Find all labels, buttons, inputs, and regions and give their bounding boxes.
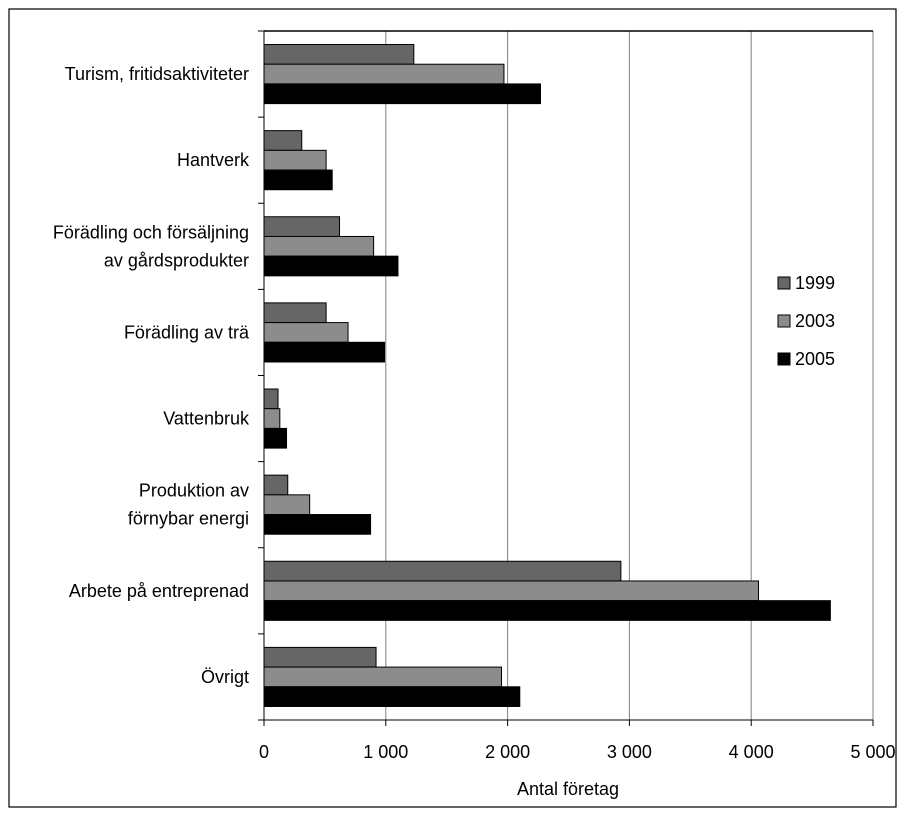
axes — [258, 30, 874, 726]
bar-1999 — [263, 388, 279, 410]
category-label: av gårdsprodukter — [104, 250, 249, 270]
bar-2005 — [263, 341, 386, 363]
bar-2003 — [263, 235, 375, 257]
category-label: Arbete på entreprenad — [69, 581, 249, 601]
bar-2003 — [263, 408, 281, 429]
category-label: Övrigt — [201, 667, 249, 687]
x-tick-labels: 0 1 000 2 000 3 000 4 000 5 000 — [259, 742, 896, 762]
bar-1999 — [263, 302, 327, 324]
legend-label-2005: 2005 — [795, 349, 835, 369]
bar-2003 — [263, 322, 349, 343]
category-label: Förädling och försäljning — [53, 222, 249, 242]
bar-2005 — [263, 600, 831, 621]
bar-2005 — [263, 686, 521, 707]
bar-2005 — [263, 169, 333, 191]
bar-1999 — [263, 44, 415, 65]
bar-2003 — [263, 63, 505, 85]
x-tick-label: 3 000 — [607, 742, 652, 762]
bar-1999 — [263, 560, 622, 582]
category-label: Turism, fritidsaktiviteter — [65, 64, 249, 84]
category-label: förnybar energi — [128, 509, 249, 529]
bar-1999 — [263, 216, 341, 237]
category-label: Produktion av — [139, 481, 249, 501]
x-tick-label: 2 000 — [485, 742, 530, 762]
x-tick-label: 0 — [259, 742, 269, 762]
category-labels: Turism, fritidsaktiviteter Hantverk Förädl… — [53, 64, 250, 687]
bar-2005 — [263, 83, 541, 105]
bars — [263, 44, 831, 707]
category-label: Hantverk — [177, 150, 250, 170]
bar-2003 — [263, 580, 760, 602]
bar-2003 — [263, 666, 503, 688]
legend-swatch-2005 — [777, 352, 791, 366]
bar-2003 — [263, 494, 311, 516]
bar-2005 — [263, 514, 372, 535]
bar-1999 — [263, 646, 377, 668]
legend-swatch-1999 — [777, 276, 791, 290]
bar-2005 — [263, 255, 399, 277]
bar-1999 — [263, 474, 289, 496]
category-label: Vattenbruk — [163, 409, 250, 429]
x-tick-label: 1 000 — [363, 742, 408, 762]
category-label: Förädling av trä — [124, 322, 250, 342]
x-tick-label: 5 000 — [850, 742, 895, 762]
legend-label-2003: 2003 — [795, 311, 835, 331]
legend-swatch-2003 — [777, 314, 791, 328]
x-tick-label: 4 000 — [729, 742, 774, 762]
bar-2005 — [263, 427, 288, 449]
legend: 1999 2003 2005 — [777, 273, 835, 369]
bar-1999 — [263, 130, 303, 151]
x-axis-title: Antal företag — [517, 779, 619, 799]
legend-label-1999: 1999 — [795, 273, 835, 293]
bar-2003 — [263, 149, 327, 171]
